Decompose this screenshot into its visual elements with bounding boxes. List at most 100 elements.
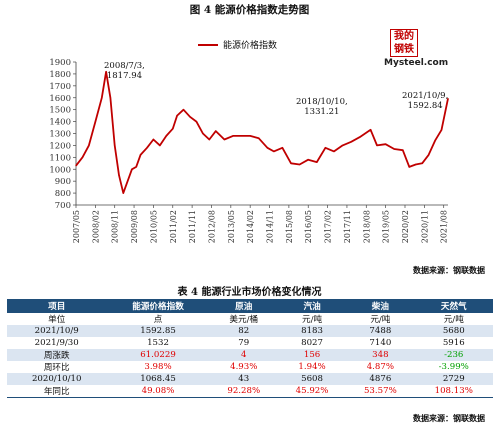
header-item: 项目	[7, 299, 107, 313]
chart-title: 图 4 能源价格指数走势图	[189, 4, 310, 16]
data-point	[75, 165, 77, 167]
x-tick-label: 2008/11	[111, 210, 120, 243]
data-point	[109, 97, 112, 99]
data-point	[434, 140, 436, 142]
annotation-2008: 2008/7/3, 1817.94	[104, 61, 145, 81]
data-point	[88, 144, 90, 147]
data-point	[307, 159, 309, 161]
annotation-2021-value: 1592.84	[407, 101, 443, 111]
table-cell: 3.98%	[144, 362, 172, 372]
header-diesel: 柴油	[346, 299, 415, 313]
mysteel-logo: 我的钢铁 Mysteel.com	[384, 29, 449, 69]
data-point	[172, 128, 174, 130]
data-point	[131, 168, 133, 170]
data-point	[208, 138, 210, 141]
annotation-2021: 2021/10/9, 1592.84	[402, 91, 448, 111]
data-point	[232, 135, 234, 137]
x-tick-label: 2014/02	[246, 210, 255, 243]
data-point	[376, 144, 378, 147]
data-point	[408, 166, 410, 168]
table-cell: 2021/10/9	[7, 325, 107, 337]
data-point	[189, 116, 191, 118]
data-point	[281, 147, 284, 149]
x-tick-label: 2009/08	[130, 210, 139, 243]
x-tick-label: 2014/11	[266, 210, 275, 243]
data-point	[223, 138, 225, 141]
x-tick-label: 2021/08	[440, 210, 449, 243]
data-point	[402, 149, 404, 151]
table-cell: 8183	[277, 325, 347, 337]
x-tick-label: 2016/05	[304, 210, 313, 243]
table-cell: 43	[209, 373, 278, 385]
table-cell: 92.28%	[209, 385, 278, 398]
table-cell: 7488	[346, 325, 415, 337]
table-cell: 53.57%	[346, 385, 415, 398]
table-cell: 79	[238, 338, 250, 348]
annotation-2018-date: 2018/10/10,	[296, 97, 348, 107]
data-point	[240, 135, 243, 137]
data-point	[350, 141, 352, 143]
data-point	[127, 180, 129, 182]
table-cell: 5608	[277, 373, 347, 385]
header-gasoline: 汽油	[277, 299, 347, 313]
data-point	[215, 130, 217, 132]
table-cell: 45.92%	[277, 385, 347, 398]
data-point	[152, 138, 155, 141]
table-cell: 2729	[414, 373, 493, 385]
data-point	[159, 144, 161, 147]
data-point	[266, 147, 268, 149]
table-source: 数据来源：钢联数据	[413, 413, 485, 423]
x-tick-label: 2013/05	[227, 210, 236, 243]
table-cell: 5680	[414, 325, 493, 337]
table-cell: 1068.45	[106, 373, 210, 385]
table-row: 2020/10/10 1068.45 43 5608 4876 2729	[7, 373, 493, 385]
table-cell: 5916	[442, 338, 465, 348]
x-tick-label: 2011/02	[169, 210, 178, 243]
data-point	[415, 163, 417, 166]
table-cell: 美元/桶	[229, 315, 259, 325]
table-body: 单位点美元/桶 元/吨 元/吨 元/吨 2021/10/9 1592.85 82 8183 74…	[7, 313, 493, 398]
table-cell: 点	[153, 315, 163, 325]
data-point	[176, 115, 178, 117]
data-point	[342, 144, 344, 147]
logo-wordmark: Mysteel.com	[384, 58, 449, 68]
x-tick-label: 2017/02	[324, 210, 333, 243]
table-cell: 1.94%	[298, 362, 326, 372]
table-cell: 61.0229	[106, 349, 210, 361]
y-tick-label: 800	[55, 189, 71, 199]
table-cell: 周涨跌	[7, 349, 107, 361]
data-point	[122, 192, 124, 194]
data-point	[202, 132, 204, 135]
table-cell: 49.08%	[106, 385, 210, 398]
y-tick-label: 900	[55, 177, 71, 187]
data-point	[81, 156, 84, 158]
table-cell: 2021/9/30	[34, 338, 79, 348]
table-cell: 348	[346, 349, 415, 361]
data-point	[421, 162, 423, 164]
table-cell: 156	[277, 349, 347, 361]
table-cell: 4	[209, 349, 278, 361]
annotation-2018-value: 1331.21	[304, 107, 340, 117]
data-point	[146, 147, 148, 149]
y-tick-label: 1500	[49, 106, 71, 116]
chart-source: 数据来源：钢联数据	[413, 265, 485, 275]
data-point	[182, 109, 185, 111]
x-tick-label: 2012/08	[207, 210, 216, 243]
table-cell: 元/吨	[443, 315, 464, 325]
data-point	[165, 135, 167, 137]
table-title: 表 4 能源行业市场价格变化情况	[177, 287, 322, 298]
data-point	[324, 147, 327, 149]
table-cell: 元/吨	[370, 315, 391, 325]
table-cell: 年同比	[7, 385, 107, 398]
data-point	[333, 150, 335, 152]
table-cell: 2020/10/10	[7, 373, 107, 385]
data-point	[258, 137, 260, 139]
data-point	[114, 144, 116, 147]
table-cell: 单位	[48, 315, 66, 325]
y-tick-label: 1900	[49, 58, 71, 68]
x-tick-label: 2007/05	[72, 210, 81, 243]
y-tick-label: 700	[55, 201, 71, 211]
data-point	[195, 120, 198, 123]
price-table: 项目 能源价格指数 原油 汽油 柴油 天然气 单位点美元/桶 元/吨 元/吨 元/吨 2…	[7, 299, 493, 398]
legend-swatch	[198, 43, 218, 46]
